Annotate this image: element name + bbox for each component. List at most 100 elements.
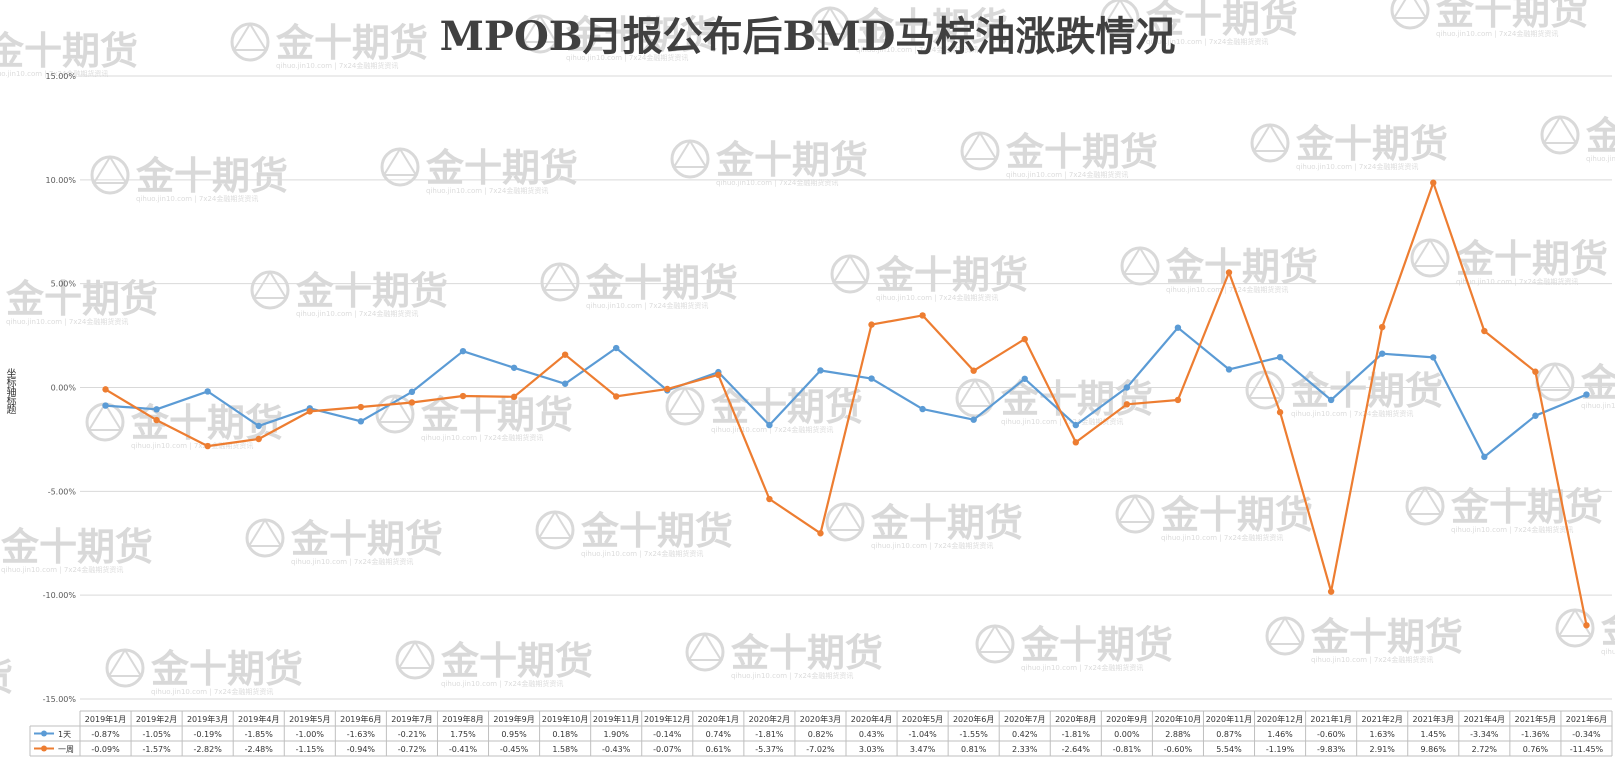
data-point <box>1327 396 1335 404</box>
data-point <box>1532 368 1539 375</box>
watermark-text: 金十期货 <box>855 5 1008 49</box>
watermark-text: 金十期货 <box>0 525 153 569</box>
watermark-text: 金十期货 <box>1020 623 1173 667</box>
data-point <box>1481 327 1488 335</box>
x-category-label: 2019年5月 <box>289 714 330 724</box>
data-point <box>817 367 824 374</box>
watermark-subtext: qihuo.jin10.com | 7x24金融期货资讯 <box>441 679 563 688</box>
data-point <box>408 399 416 406</box>
data-point <box>919 405 926 413</box>
data-label: -1.81% <box>755 730 784 739</box>
watermark-text: 金十期货 <box>425 146 578 190</box>
data-label: -1.55% <box>960 730 989 739</box>
watermark-subtext: qihuo.jin10.com | 7x24金融期货资讯 <box>1006 170 1128 179</box>
x-category-label: 2021年6月 <box>1566 714 1607 724</box>
y-axis-ticks: 15.00% 10.00% 5.00% 0.00% -5.00% -10.00% -15.0… <box>43 72 77 704</box>
data-point <box>1430 354 1437 361</box>
watermark-text: 金十期货 <box>420 393 573 437</box>
watermark-text: 金十期货 <box>1435 0 1588 33</box>
x-category-label: 2019年3月 <box>187 714 228 724</box>
data-label: -0.09% <box>91 745 120 754</box>
data-label: 1.58% <box>552 745 578 754</box>
watermark-subtext: qihuo.jin10.com | 7x24金融期货资讯 <box>296 309 418 318</box>
series-layer <box>102 179 1590 629</box>
data-point <box>1327 588 1335 595</box>
watermark-subtext: qihuo.jin10.com | 7x24金融期货资讯 <box>856 45 978 54</box>
data-label: -11.45% <box>1570 745 1604 754</box>
data-point <box>357 418 365 425</box>
data-label: -0.94% <box>347 745 376 754</box>
x-category-label: 2021年3月 <box>1413 714 1454 724</box>
x-category-label: 2020年8月 <box>1055 714 1096 724</box>
watermark-subtext: qihuo.jin10.com | 7x24金融期货资讯 <box>731 671 853 680</box>
data-point <box>1583 391 1590 398</box>
data-label: 0.74% <box>706 730 732 739</box>
data-point <box>102 402 109 409</box>
x-category-label: 2020年4月 <box>851 714 892 724</box>
data-label: -0.72% <box>398 745 427 754</box>
data-point <box>408 388 416 396</box>
data-point <box>1072 421 1080 429</box>
x-category-label: 2020年3月 <box>800 714 841 724</box>
data-point <box>1021 335 1028 343</box>
watermark-text: 金十期货 <box>1005 130 1158 174</box>
watermark-text: 金十期货 <box>1165 245 1318 289</box>
watermark-subtext: qihuo.jin10.com | 7x24金融期货资讯 <box>151 687 273 696</box>
watermark-text: 金十期货 <box>0 655 13 699</box>
data-label: 0.81% <box>961 745 987 754</box>
data-point <box>1276 409 1284 416</box>
data-label: 3.03% <box>859 745 885 754</box>
data-point <box>255 422 262 430</box>
y-tick-label: 10.00% <box>45 176 76 185</box>
data-point <box>204 442 211 450</box>
data-point <box>970 416 977 423</box>
data-point <box>817 530 824 537</box>
watermark-subtext: qihuo.jin10.com | 7x24金融期货资讯 <box>1436 29 1558 38</box>
data-label: -0.07% <box>653 745 682 754</box>
data-label: -1.04% <box>908 730 937 739</box>
watermark-text: 金十期货 <box>1600 607 1615 651</box>
data-label: -0.21% <box>398 730 427 739</box>
y-tick-label: 5.00% <box>51 280 77 289</box>
x-category-label: 2020年2月 <box>749 714 790 724</box>
watermark-text: 金十期货 <box>730 631 883 675</box>
data-label: -0.41% <box>449 745 478 754</box>
data-point <box>1430 179 1437 186</box>
data-label: 0.18% <box>552 730 578 739</box>
data-point <box>766 495 773 503</box>
legend-label: 一周 <box>58 745 74 754</box>
x-category-label: 2019年7月 <box>391 714 432 724</box>
data-label: -1.00% <box>296 730 325 739</box>
data-label: 1.90% <box>603 730 629 739</box>
watermark-subtext: qihuo.jin10.com | 7x24金融期货资讯 <box>1451 525 1573 534</box>
watermark-text: 金十期货 <box>290 517 443 561</box>
x-category-label: 2020年7月 <box>1004 714 1045 724</box>
x-category-label: 2019年2月 <box>136 714 177 724</box>
y-tick-label: 15.00% <box>45 72 76 81</box>
x-category-label: 2021年4月 <box>1464 714 1505 724</box>
data-point <box>561 351 569 358</box>
watermark-text: 金十期货 <box>0 29 138 73</box>
x-category-label: 2020年10月 <box>1155 714 1202 724</box>
data-label: 0.95% <box>501 730 527 739</box>
x-category-label: 2020年6月 <box>953 714 994 724</box>
data-point <box>1123 384 1131 391</box>
